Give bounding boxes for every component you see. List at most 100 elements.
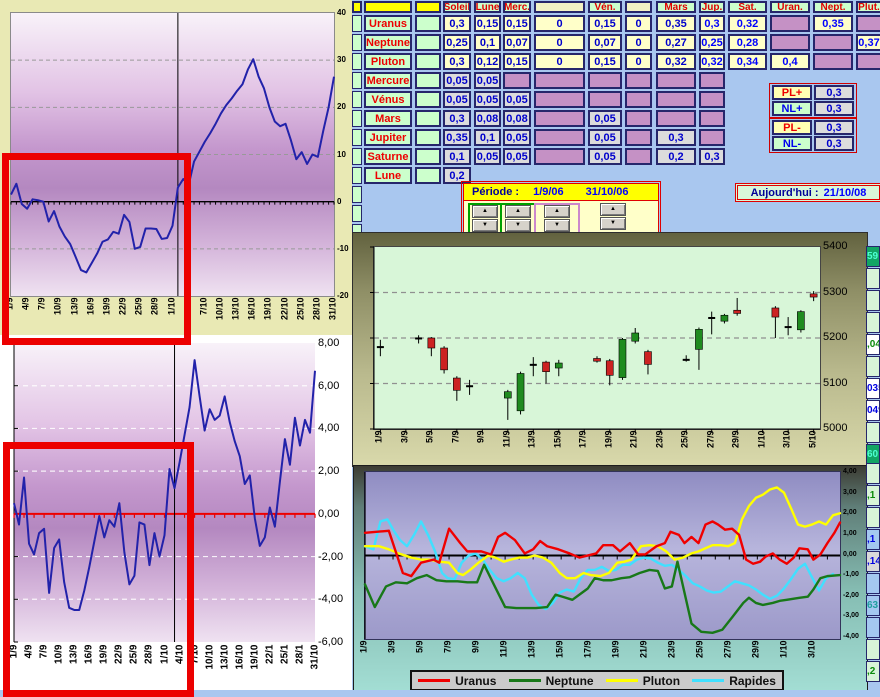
aspect-value-cell[interactable]: 0,1 <box>443 148 471 165</box>
aspect-value-cell[interactable]: 0,3 <box>443 15 471 32</box>
aspect-value-cell[interactable] <box>534 129 585 146</box>
pl-nl-value[interactable]: 0,3 <box>814 85 854 100</box>
aspect-value-cell[interactable]: 0,35 <box>656 15 696 32</box>
aspect-value-cell[interactable]: 0 <box>625 15 652 32</box>
aspect-value-cell[interactable] <box>656 91 696 108</box>
aspect-value-cell[interactable] <box>656 110 696 127</box>
right-edge-cell[interactable]: 049 <box>866 400 880 421</box>
aspect-value-cell[interactable] <box>770 34 810 51</box>
right-edge-cell[interactable] <box>866 573 880 594</box>
right-edge-cell[interactable] <box>866 617 880 638</box>
aspect-value-cell[interactable]: 0 <box>534 15 585 32</box>
right-edge-cell[interactable] <box>866 422 880 443</box>
aspect-value-cell[interactable]: 0,2 <box>656 148 696 165</box>
aspect-value-cell[interactable]: 0,32 <box>728 15 767 32</box>
right-edge-cell[interactable] <box>866 268 880 289</box>
right-edge-cell[interactable] <box>866 507 880 528</box>
aspect-value-cell[interactable] <box>625 91 652 108</box>
aspect-value-cell[interactable]: 0 <box>534 53 585 70</box>
aspect-value-cell[interactable]: 0,15 <box>588 53 622 70</box>
aspect-value-cell[interactable]: 0,12 <box>474 53 501 70</box>
aspect-value-cell[interactable]: 0,05 <box>443 72 471 89</box>
aspect-value-cell[interactable] <box>588 91 622 108</box>
right-edge-cell[interactable]: 63 <box>866 595 880 616</box>
right-edge-cell[interactable]: 59 <box>866 246 880 267</box>
aspect-value-cell[interactable]: 0,08 <box>474 110 501 127</box>
aspect-value-cell[interactable] <box>625 129 652 146</box>
spinner-up-button[interactable]: ▲ <box>505 205 531 218</box>
aspect-value-cell[interactable]: 0,05 <box>503 148 531 165</box>
aspect-value-cell[interactable]: 0,1 <box>474 129 501 146</box>
right-edge-cell[interactable] <box>866 463 880 484</box>
aspect-value-cell[interactable]: 0 <box>534 34 585 51</box>
aspect-value-cell[interactable]: 0,05 <box>588 129 622 146</box>
aspect-value-cell[interactable] <box>625 148 652 165</box>
aspect-value-cell[interactable]: 0,2 <box>443 167 471 184</box>
aspect-value-cell[interactable]: 0,05 <box>588 110 622 127</box>
right-edge-cell[interactable]: 035 <box>866 378 880 399</box>
spinner-down-button[interactable]: ▼ <box>600 217 626 230</box>
aspect-value-cell[interactable]: 0,32 <box>656 53 696 70</box>
aspect-value-cell[interactable] <box>656 72 696 89</box>
right-edge-cell[interactable] <box>866 356 880 377</box>
right-edge-cell[interactable] <box>866 312 880 333</box>
aspect-value-cell[interactable]: 0,05 <box>503 129 531 146</box>
aspect-value-cell[interactable]: 0,05 <box>474 148 501 165</box>
aspect-value-cell[interactable]: 0,25 <box>699 34 725 51</box>
aspect-value-cell[interactable] <box>534 72 585 89</box>
aspect-value-cell[interactable]: 0,3 <box>656 129 696 146</box>
aspect-value-cell[interactable]: 0,35 <box>813 15 853 32</box>
aspect-value-cell[interactable]: 0,08 <box>503 110 531 127</box>
aspect-value-cell[interactable] <box>534 91 585 108</box>
right-edge-cell[interactable] <box>866 290 880 311</box>
aspect-value-cell[interactable] <box>856 53 880 70</box>
aspect-value-cell[interactable]: 0,27 <box>656 34 696 51</box>
aspect-value-cell[interactable] <box>699 129 725 146</box>
spinner-up-button[interactable]: ▲ <box>472 205 498 218</box>
right-edge-cell[interactable]: ,1 <box>866 485 880 506</box>
aspect-value-cell[interactable]: 0,05 <box>503 91 531 108</box>
aspect-value-cell[interactable] <box>625 110 652 127</box>
spinner-down-button[interactable]: ▼ <box>544 219 570 232</box>
spinner-down-button[interactable]: ▼ <box>505 219 531 232</box>
aspect-value-cell[interactable]: 0,25 <box>443 34 471 51</box>
aspect-value-cell[interactable]: 0,34 <box>728 53 767 70</box>
aspect-value-cell[interactable]: 0,07 <box>503 34 531 51</box>
aspect-value-cell[interactable]: 0 <box>625 53 652 70</box>
right-edge-cell[interactable]: 60 <box>866 444 880 465</box>
spinner-down-button[interactable]: ▼ <box>472 219 498 232</box>
aspect-value-cell[interactable] <box>534 110 585 127</box>
aspect-value-cell[interactable] <box>534 148 585 165</box>
aspect-value-cell[interactable]: 0 <box>625 34 652 51</box>
right-edge-cell[interactable]: ,14 <box>866 551 880 572</box>
aspect-value-cell[interactable]: 0,05 <box>588 148 622 165</box>
aspect-value-cell[interactable] <box>770 15 810 32</box>
pl-nl-value[interactable]: 0,3 <box>814 120 854 135</box>
pl-nl-value[interactable]: 0,3 <box>814 136 854 151</box>
aspect-value-cell[interactable]: 0,05 <box>474 91 501 108</box>
aspect-value-cell[interactable] <box>503 72 531 89</box>
aspect-value-cell[interactable]: 0,35 <box>443 129 471 146</box>
aspect-value-cell[interactable] <box>813 34 853 51</box>
right-edge-cell[interactable]: ,1 <box>866 529 880 550</box>
aspect-value-cell[interactable] <box>813 53 853 70</box>
aspect-value-cell[interactable]: 0,4 <box>770 53 810 70</box>
right-edge-cell[interactable]: ,2 <box>866 661 880 682</box>
aspect-value-cell[interactable] <box>856 15 880 32</box>
aspect-value-cell[interactable] <box>699 72 725 89</box>
spinner-up-button[interactable]: ▲ <box>544 205 570 218</box>
aspect-value-cell[interactable]: 0,3 <box>699 148 725 165</box>
aspect-value-cell[interactable]: 0,3 <box>443 53 471 70</box>
aspect-value-cell[interactable]: 0,05 <box>474 72 501 89</box>
right-edge-cell[interactable]: ,04 <box>866 334 880 355</box>
aspect-value-cell[interactable]: 0,28 <box>728 34 767 51</box>
aspect-value-cell[interactable]: 0,37 <box>856 34 880 51</box>
aspect-value-cell[interactable]: 0,15 <box>474 15 501 32</box>
aspect-value-cell[interactable]: 0,3 <box>699 15 725 32</box>
aspect-value-cell[interactable] <box>588 72 622 89</box>
aspect-value-cell[interactable] <box>699 91 725 108</box>
aspect-value-cell[interactable]: 0,15 <box>503 15 531 32</box>
aspect-value-cell[interactable]: 0,3 <box>443 110 471 127</box>
aspect-value-cell[interactable]: 0,05 <box>443 91 471 108</box>
aspect-value-cell[interactable] <box>699 110 725 127</box>
